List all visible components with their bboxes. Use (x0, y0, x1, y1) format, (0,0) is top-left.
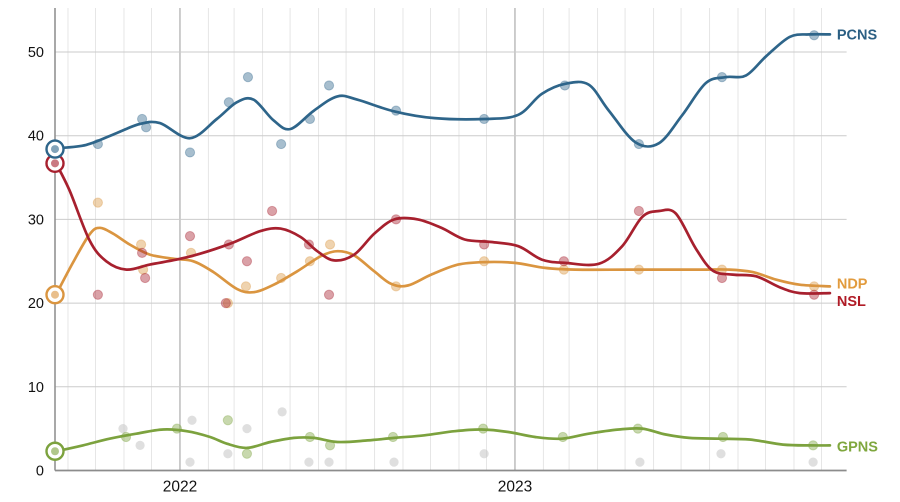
faded-poll-dot (277, 407, 287, 417)
poll-dot-nsl (184, 231, 196, 242)
y-tick-label: 30 (28, 212, 44, 228)
election-marker-dot-ndp (51, 290, 59, 299)
poll-dot-nsl (323, 289, 335, 300)
x-tick-label: 2022 (163, 479, 197, 496)
poll-dot-ndp (240, 281, 252, 292)
x-tick-label: 2023 (498, 479, 532, 496)
poll-dot-nsl (92, 289, 103, 300)
poll-dot-pcns (323, 80, 335, 91)
y-tick-label: 40 (28, 129, 44, 145)
faded-poll-dot (635, 457, 645, 467)
faded-poll-dot (135, 440, 145, 450)
election-marker-dot-gpns (51, 447, 59, 456)
faded-poll-dot (389, 457, 399, 467)
poll-dot-pcns (184, 147, 196, 158)
faded-poll-dot (242, 424, 252, 434)
poll-dot-gpns (717, 431, 729, 443)
series-end-label-gpns: GPNS (837, 439, 878, 455)
poll-dot-gpns (241, 448, 253, 459)
y-tick-label: 50 (28, 45, 44, 61)
poll-dot-nsl (140, 272, 151, 284)
poll-dot-pcns (242, 72, 254, 83)
faded-poll-dot (479, 449, 489, 459)
election-marker-dot-nsl (51, 159, 59, 168)
faded-poll-dot (187, 415, 197, 425)
faded-poll-dot (185, 457, 195, 467)
poll-dot-ndp (222, 298, 233, 309)
poll-dot-nsl (220, 298, 231, 309)
poll-dot-pcns (276, 138, 287, 150)
trend-line-nsl (54, 161, 832, 295)
faded-poll-dot (716, 449, 726, 459)
poll-dot-nsl (241, 256, 253, 267)
poll-dot-nsl (633, 205, 645, 217)
poll-dot-nsl (266, 205, 278, 217)
series-end-label-pcns: PCNS (837, 27, 878, 43)
poll-dot-ndp (135, 239, 147, 250)
trend-line-gpns (54, 426, 832, 453)
poll-dot-gpns (222, 415, 233, 426)
faded-poll-dot (223, 449, 233, 459)
faded-poll-dot (304, 457, 314, 467)
faded-poll-dot (324, 457, 334, 467)
trend-line-pcns (54, 32, 832, 150)
y-tick-label: 0 (36, 464, 44, 480)
y-tick-label: 10 (28, 380, 44, 396)
series-end-label-ndp: NDP (837, 276, 868, 292)
election-marker-dot-pcns (51, 145, 59, 154)
poll-dot-nsl (137, 247, 148, 258)
series-end-label-nsl: NSL (837, 294, 866, 310)
faded-poll-dot (808, 457, 818, 467)
faded-poll-dot (118, 424, 128, 434)
poll-dot-ndp (92, 197, 103, 208)
y-tick-label: 20 (28, 296, 44, 312)
poll-dot-ndp (324, 239, 336, 250)
poll-dot-nsl (558, 256, 569, 267)
